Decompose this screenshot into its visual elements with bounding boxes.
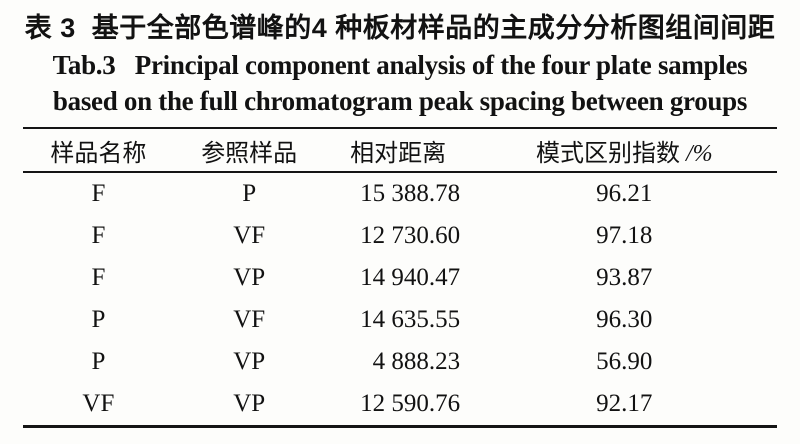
table-caption: 表 3 基于全部色谱峰的4 种板材样品的主成分分析图组间间距 Tab.3 Pri…	[0, 0, 800, 119]
cell-sample-name: F	[91, 264, 106, 291]
relative-distance-value: 4 888.23	[372, 348, 461, 375]
pattern-index-unit: /%	[685, 140, 713, 167]
table-row: F VF 12 730.60 97.18	[23, 215, 777, 257]
column-header-reference-sample: 参照样品	[173, 128, 325, 173]
cell-reference-sample: VF	[233, 306, 266, 333]
table-row: F P 15 388.78 96.21	[23, 172, 777, 215]
cell-sample-name: P	[91, 348, 106, 375]
cell-relative-distance: 12 590.76	[325, 383, 472, 427]
column-header-pattern-index: 模式区别指数 /%	[471, 128, 777, 173]
cell-sample-name: P	[91, 306, 106, 333]
cell-relative-distance: 14 940.47	[325, 257, 472, 299]
relative-distance-value: 14 635.55	[360, 306, 461, 333]
pattern-index-label: 模式区别指数	[535, 140, 686, 167]
caption-english-line1: Tab.3 Principal component analysis of th…	[52, 50, 748, 80]
cell-pattern-index: 93.87	[596, 264, 653, 291]
cell-pattern-index: 92.17	[596, 390, 653, 417]
cell-sample-name: F	[91, 222, 106, 249]
table-row: P VF 14 635.55 96.30	[23, 299, 777, 341]
relative-distance-value: 15 388.78	[360, 180, 461, 207]
column-header-sample-name: 样品名称	[23, 128, 174, 173]
cell-relative-distance: 4 888.23	[325, 341, 472, 383]
cell-reference-sample: VP	[233, 264, 266, 291]
table-row: P VP 4 888.23 56.90	[23, 341, 777, 383]
cell-relative-distance: 15 388.78	[325, 172, 472, 215]
relative-distance-value: 12 590.76	[360, 390, 461, 417]
caption-english-line2: based on the full chromatogram peak spac…	[52, 86, 748, 116]
cell-reference-sample: P	[242, 180, 257, 207]
table-row: F VP 14 940.47 93.87	[23, 257, 777, 299]
cell-reference-sample: VP	[233, 390, 266, 417]
column-header-relative-distance: 相对距离	[324, 128, 472, 173]
relative-distance-value: 12 730.60	[360, 222, 461, 249]
pca-distance-table: 样品名称 参照样品 相对距离 模式区别指数 /% F P 15 388.78 9…	[23, 127, 777, 428]
cell-pattern-index: 96.30	[596, 306, 653, 333]
table-header-row: 样品名称 参照样品 相对距离 模式区别指数 /%	[23, 128, 777, 173]
cell-relative-distance: 14 635.55	[325, 299, 472, 341]
cell-pattern-index: 96.21	[596, 180, 653, 207]
cell-sample-name: VF	[82, 390, 115, 417]
cell-sample-name: F	[91, 180, 106, 207]
caption-chinese: 表 3 基于全部色谱峰的4 种板材样品的主成分分析图组间间距	[24, 13, 776, 43]
cell-pattern-index: 56.90	[596, 348, 653, 375]
cell-reference-sample: VP	[233, 348, 266, 375]
table-row: VF VP 12 590.76 92.17	[23, 383, 777, 427]
cell-relative-distance: 12 730.60	[325, 215, 472, 257]
cell-pattern-index: 97.18	[596, 222, 653, 249]
cell-reference-sample: VF	[233, 222, 266, 249]
relative-distance-value: 14 940.47	[360, 264, 461, 291]
